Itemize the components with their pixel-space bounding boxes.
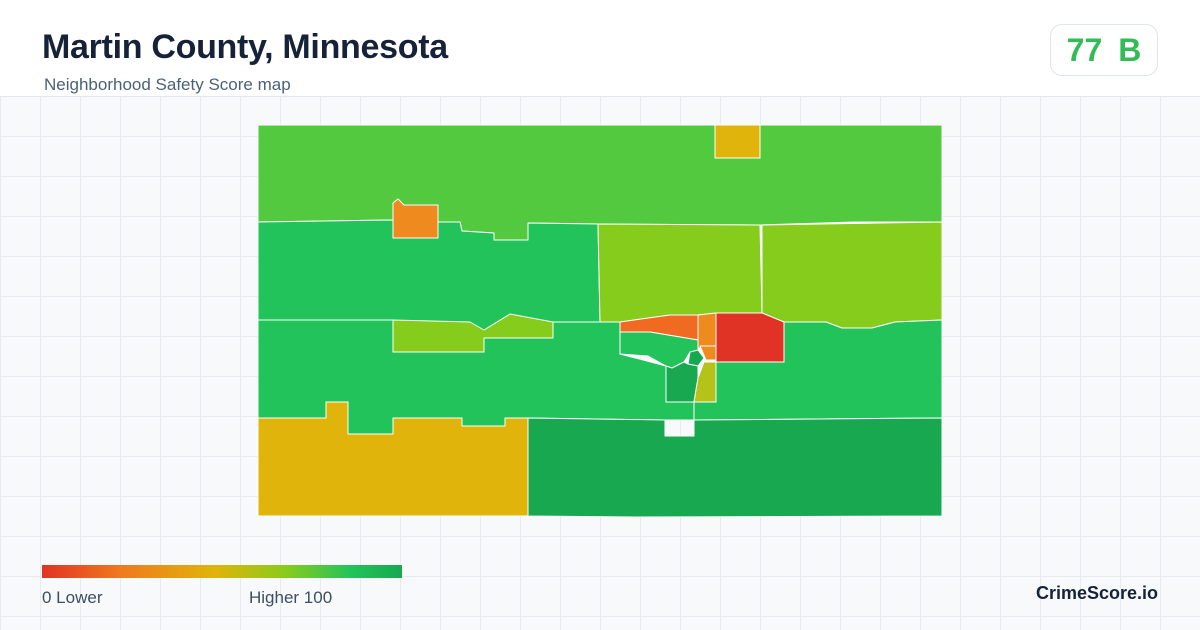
page-title: Martin County, Minnesota bbox=[42, 28, 448, 66]
legend-gradient-bar bbox=[42, 565, 402, 578]
header: Martin County, Minnesota Neighborhood Sa… bbox=[0, 0, 1200, 97]
map-region-city-west[interactable] bbox=[619, 331, 699, 369]
legend-low-label: 0 Lower bbox=[42, 588, 103, 607]
brand-logo-text: CrimeScore.io bbox=[1035, 583, 1158, 603]
score-badge: 77 B bbox=[1050, 24, 1158, 76]
map-region-city-small[interactable] bbox=[699, 345, 717, 361]
map-region-northeast[interactable] bbox=[761, 221, 943, 329]
legend-high-label: Higher 100 bbox=[249, 588, 333, 607]
map-region-west-town[interactable] bbox=[392, 313, 554, 353]
map-region-north-town[interactable] bbox=[714, 124, 761, 159]
page-subtitle: Neighborhood Safety Score map bbox=[44, 75, 291, 94]
map-region-city-center[interactable] bbox=[687, 349, 705, 367]
map-region-central-north[interactable] bbox=[597, 223, 763, 323]
map-region-city-south[interactable] bbox=[665, 361, 699, 403]
map-region-northwest-town[interactable] bbox=[392, 198, 439, 239]
score-grade: B bbox=[1118, 31, 1142, 68]
map-region-city-east[interactable] bbox=[715, 312, 785, 363]
score-value: 77 bbox=[1066, 31, 1103, 68]
map-region-southeast[interactable] bbox=[527, 417, 943, 518]
map-region-city-southeast[interactable] bbox=[693, 361, 717, 403]
map-region-city-ne[interactable] bbox=[697, 312, 717, 349]
